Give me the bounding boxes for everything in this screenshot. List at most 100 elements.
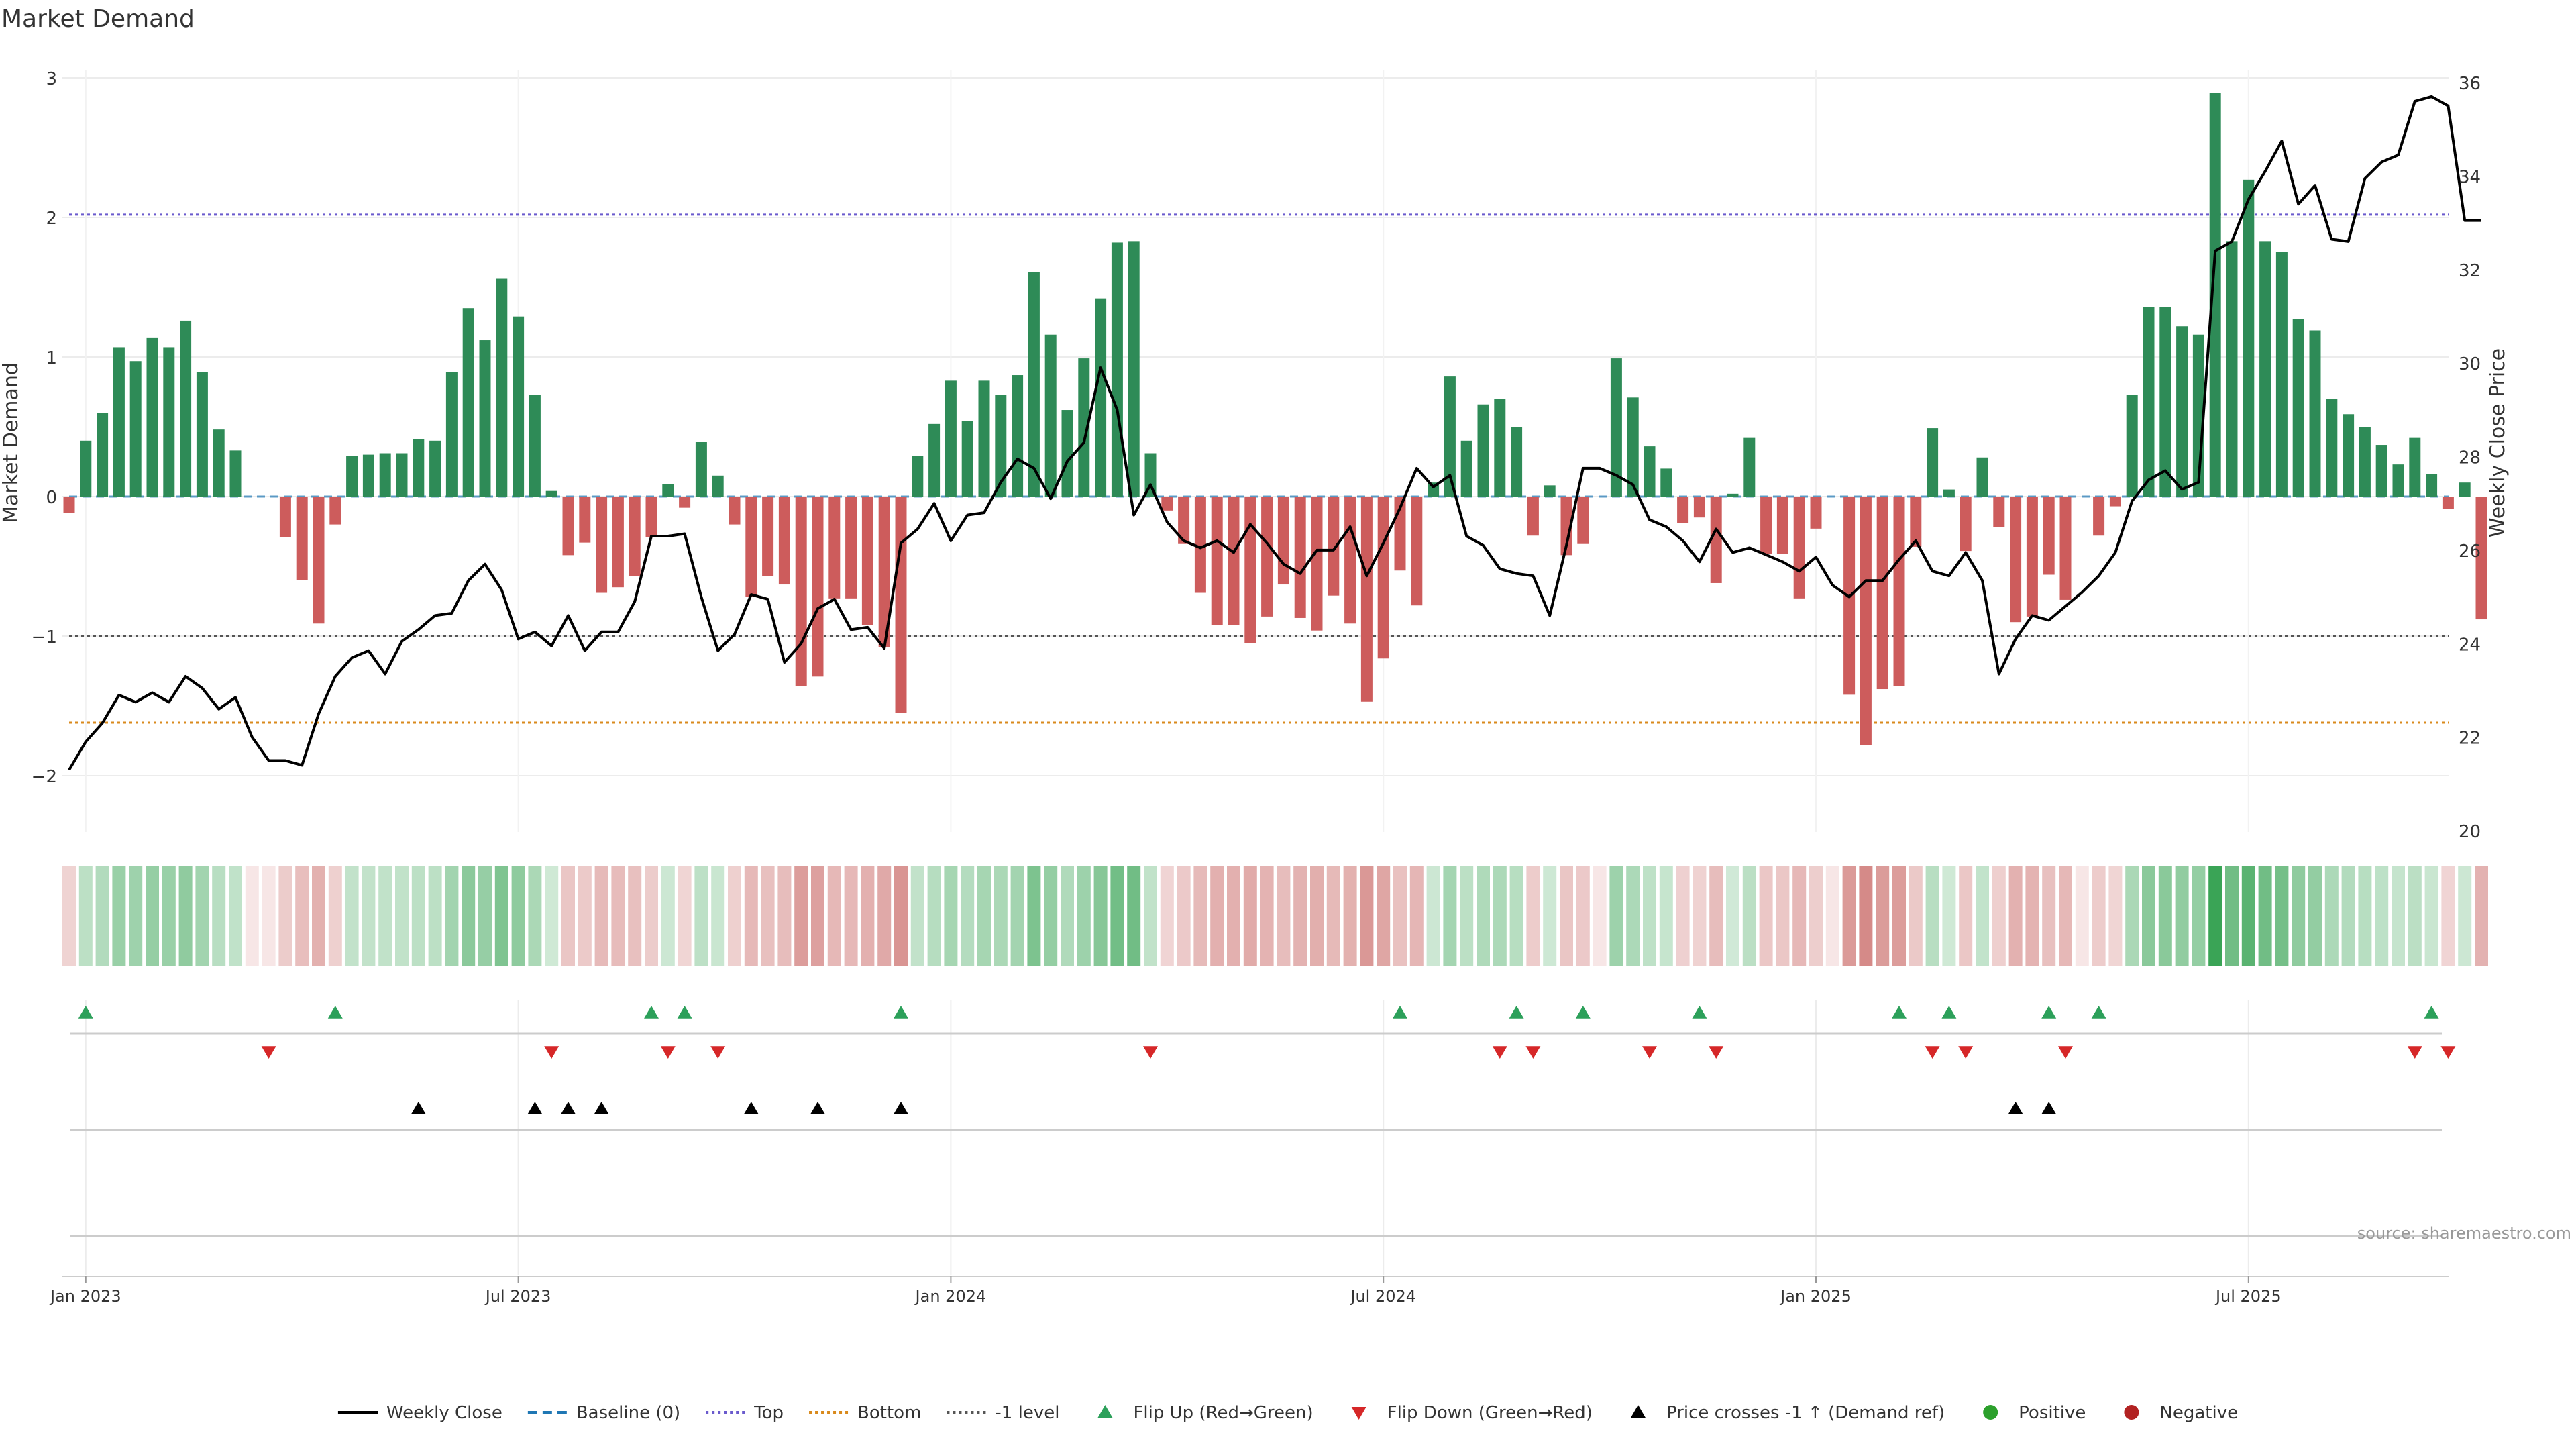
heat-cell xyxy=(1876,866,1890,966)
heat-cell xyxy=(245,866,259,966)
y-right-tick-label: 34 xyxy=(2459,167,2481,187)
heat-cell xyxy=(511,866,525,966)
legend-swatch-triangle-down xyxy=(1351,1407,1366,1420)
heat-cell xyxy=(645,866,658,966)
heat-cell xyxy=(2158,866,2172,966)
flip-down-marker xyxy=(2058,1046,2073,1059)
legend-item: Flip Up (Red→Green) xyxy=(1097,1403,1313,1423)
demand-bar xyxy=(2059,497,2072,600)
demand-bar xyxy=(413,439,425,497)
heat-cell xyxy=(195,866,209,966)
heat-cell xyxy=(1393,866,1407,966)
legend: Weekly Close Baseline (0) Top Bottom -1 leve… xyxy=(337,1403,2238,1423)
heat-cell xyxy=(1792,866,1807,966)
demand-bar xyxy=(1344,497,1356,624)
demand-bar xyxy=(496,278,508,497)
demand-bar xyxy=(2459,482,2471,497)
heat-cell xyxy=(2192,866,2206,966)
heat-cell xyxy=(694,866,708,966)
demand-bar xyxy=(2309,330,2321,497)
demand-bar xyxy=(1927,428,1939,497)
flip-up-marker xyxy=(644,1006,659,1019)
y-left-tick-label: −2 xyxy=(32,767,57,787)
legend-label: Flip Down (Green→Red) xyxy=(1387,1403,1593,1423)
heat-cell xyxy=(678,866,692,966)
heat-cell xyxy=(445,866,459,966)
heat-cell xyxy=(1277,866,1291,966)
demand-bar xyxy=(1095,298,1107,497)
demand-bar xyxy=(562,497,574,556)
y-left-axis-label: Market Demand xyxy=(0,362,23,523)
heat-cell xyxy=(2392,866,2405,966)
heat-cell xyxy=(1976,866,1989,966)
heat-cell xyxy=(744,866,758,966)
heat-cell xyxy=(1493,866,1507,966)
heat-cell xyxy=(494,866,508,966)
heat-cell xyxy=(328,866,342,966)
legend-label: Bottom xyxy=(857,1403,921,1423)
flip-up-marker xyxy=(1393,1006,1407,1019)
demand-bar xyxy=(1161,497,1173,511)
demand-bar xyxy=(1743,437,1756,497)
heat-cell xyxy=(2175,866,2189,966)
demand-bar xyxy=(2475,497,2487,620)
heat-cell xyxy=(2108,866,2123,966)
source-note: source: sharemaestro.com xyxy=(2357,1224,2571,1243)
demand-bar xyxy=(978,380,990,497)
heat-cell xyxy=(1693,866,1707,966)
heat-cell xyxy=(1942,866,1956,966)
heat-cell xyxy=(761,866,775,966)
x-tick-label: Jul 2025 xyxy=(2214,1287,2282,1306)
demand-bar xyxy=(462,308,474,497)
heat-cell xyxy=(578,866,592,966)
heat-cell xyxy=(1776,866,1790,966)
demand-bar xyxy=(2010,497,2022,623)
heat-cell xyxy=(2308,866,2322,966)
demand-bar xyxy=(1710,497,1722,583)
heat-cell xyxy=(1609,866,1623,966)
heat-cell xyxy=(1759,866,1773,966)
heat-cell xyxy=(2292,866,2306,966)
heat-cell xyxy=(1044,866,1058,966)
heat-cell xyxy=(146,866,159,966)
demand-bar xyxy=(2275,252,2288,497)
demand-bar xyxy=(861,497,873,625)
heat-cell xyxy=(1526,866,1540,966)
flip-up-marker xyxy=(894,1006,908,1019)
demand-bar xyxy=(479,340,491,497)
heat-cell xyxy=(728,866,741,966)
heat-cell xyxy=(2225,866,2239,966)
heat-cell xyxy=(2258,866,2272,966)
heat-cell xyxy=(877,866,892,966)
demand-bar xyxy=(762,497,774,576)
heat-cell xyxy=(1377,866,1391,966)
heat-cell xyxy=(2441,866,2455,966)
heat-cell xyxy=(1676,866,1690,966)
heat-cell xyxy=(1959,866,1973,966)
heat-cell xyxy=(2375,866,2389,966)
price-cross-marker xyxy=(527,1102,543,1114)
demand-bar xyxy=(396,453,408,497)
demand-bar xyxy=(961,421,973,497)
price-cross-marker xyxy=(594,1102,609,1114)
heat-cell xyxy=(129,866,143,966)
flip-down-marker xyxy=(710,1046,726,1059)
heat-cell xyxy=(478,866,492,966)
heat-cell xyxy=(1842,866,1856,966)
demand-bar xyxy=(1544,485,1556,497)
heat-cell xyxy=(561,866,575,966)
flip-down-marker xyxy=(2440,1046,2456,1059)
heat-cell xyxy=(2142,866,2155,966)
heat-cell xyxy=(1210,866,1224,966)
legend-item: Bottom xyxy=(809,1403,921,1423)
x-tick-label: Jan 2023 xyxy=(49,1287,121,1306)
heat-cell xyxy=(794,866,808,966)
heat-cell xyxy=(927,866,941,966)
heat-cell xyxy=(1243,866,1257,966)
y-right-tick-label: 30 xyxy=(2459,354,2481,374)
flip-up-marker xyxy=(2424,1006,2439,1019)
demand-bar xyxy=(379,453,391,497)
heat-cell xyxy=(1093,866,1108,966)
